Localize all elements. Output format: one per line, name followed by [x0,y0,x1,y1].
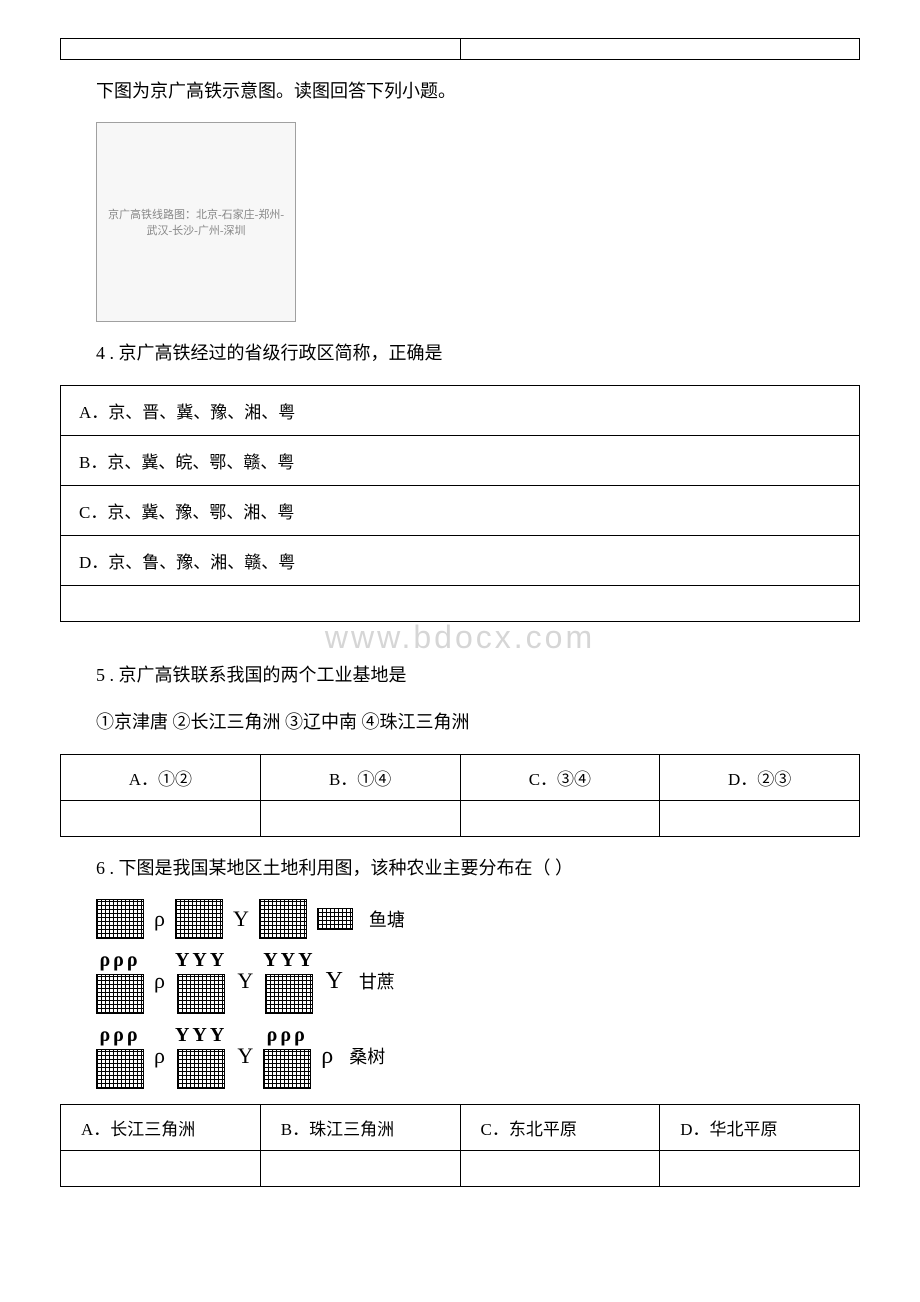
q4-option-c: C．京、冀、豫、鄂、湘、粤 [61,485,860,535]
sugarcane-icon: Y [233,908,249,930]
q6-option-b: B．珠江三角洲 [260,1104,460,1150]
q6-empty-3 [460,1150,660,1186]
q5-line2: ①京津唐 ②长江三角洲 ③辽中南 ④珠江三角洲 [60,706,860,738]
q4-option-d: D．京、鲁、豫、湘、赣、粤 [61,535,860,585]
legend-sugarcane: 甘蔗 [359,968,395,994]
mulberry-icon: ρ [154,908,165,930]
intro-text-1: 下图为京广高铁示意图。读图回答下列小题。 [60,75,860,107]
mulberry-row-icon: ρρρ [267,1024,308,1047]
legend-fish-pond: 鱼塘 [369,906,405,932]
q6-option-a: A．长江三角洲 [61,1104,261,1150]
q6-option-d: D．华北平原 [660,1104,860,1150]
top-cell-1 [61,39,461,60]
q5-empty-1 [61,800,261,836]
q6-options-table: A．长江三角洲 B．珠江三角洲 C．东北平原 D．华北平原 [60,1104,860,1187]
q4-option-b: B．京、冀、皖、鄂、赣、粤 [61,435,860,485]
map-image-alt: 京广高铁线路图：北京-石家庄-郑州-武汉-长沙-广州-深圳 [97,200,295,244]
q6-option-c: C．东北平原 [460,1104,660,1150]
q6-empty-2 [260,1150,460,1186]
land-row-3: ρρρρ YYYY ρρρ ρ 桑树 [96,1024,860,1089]
pond-icon [263,1049,311,1089]
mulberry-icon: ρ [154,1045,165,1067]
pond-icon [96,899,144,939]
pond-icon [265,974,313,1014]
q4-empty-row [61,585,860,621]
q6-empty-1 [61,1150,261,1186]
q4-option-a: A．京、晋、冀、豫、湘、粤 [61,385,860,435]
watermark: www.bdocx.com [60,619,860,656]
sugarcane-icon: Y [237,1045,253,1067]
pond-icon [96,974,144,1014]
mulberry-icon: ρ [154,970,165,992]
sugarcane-row-icon: YYY [175,949,227,972]
pond-icon [175,899,223,939]
q6-empty-4 [660,1150,860,1186]
legend-mulberry: 桑树 [349,1043,385,1069]
q5-options-table: A．①② B．①④ C．③④ D．②③ [60,754,860,837]
legend-sugarcane-icon: Y [326,969,343,993]
pond-icon [96,1049,144,1089]
sugarcane-row-icon: YYY [175,1024,227,1047]
pond-icon [259,899,307,939]
land-row-2: ρρρρ YYYY YYY Y 甘蔗 [96,949,860,1014]
q5-option-a: A．①② [61,754,261,800]
top-cell-2 [460,39,860,60]
q5-empty-3 [460,800,660,836]
legend-pond-icon [317,908,353,930]
mulberry-row-icon: ρρρ [99,1024,140,1047]
q5-option-b: B．①④ [260,754,460,800]
mulberry-row-icon: ρρρ [99,949,140,972]
q5-option-d: D．②③ [660,754,860,800]
q6-text: 6 . 下图是我国某地区土地利用图，该种农业主要分布在（ ） [60,852,860,884]
pond-icon [177,1049,225,1089]
q5-empty-2 [260,800,460,836]
q5-text: 5 . 京广高铁联系我国的两个工业基地是 [60,659,860,691]
land-row-1: ρ Y 鱼塘 [96,899,860,939]
top-empty-table [60,38,860,60]
sugarcane-icon: Y [237,970,253,992]
legend-mulberry-icon: ρ [321,1044,333,1068]
q5-empty-4 [660,800,860,836]
q4-options-table: A．京、晋、冀、豫、湘、粤 B．京、冀、皖、鄂、赣、粤 C．京、冀、豫、鄂、湘、… [60,385,860,622]
map-image: 京广高铁线路图：北京-石家庄-郑州-武汉-长沙-广州-深圳 [96,122,296,322]
q5-option-c: C．③④ [460,754,660,800]
q4-text: 4 . 京广高铁经过的省级行政区简称，正确是 [60,337,860,369]
sugarcane-row-icon: YYY [263,949,315,972]
land-use-diagram: ρ Y 鱼塘 ρρρρ YYYY YYY Y 甘蔗 ρρρρ YYYY ρρρ … [96,899,860,1089]
pond-icon [177,974,225,1014]
